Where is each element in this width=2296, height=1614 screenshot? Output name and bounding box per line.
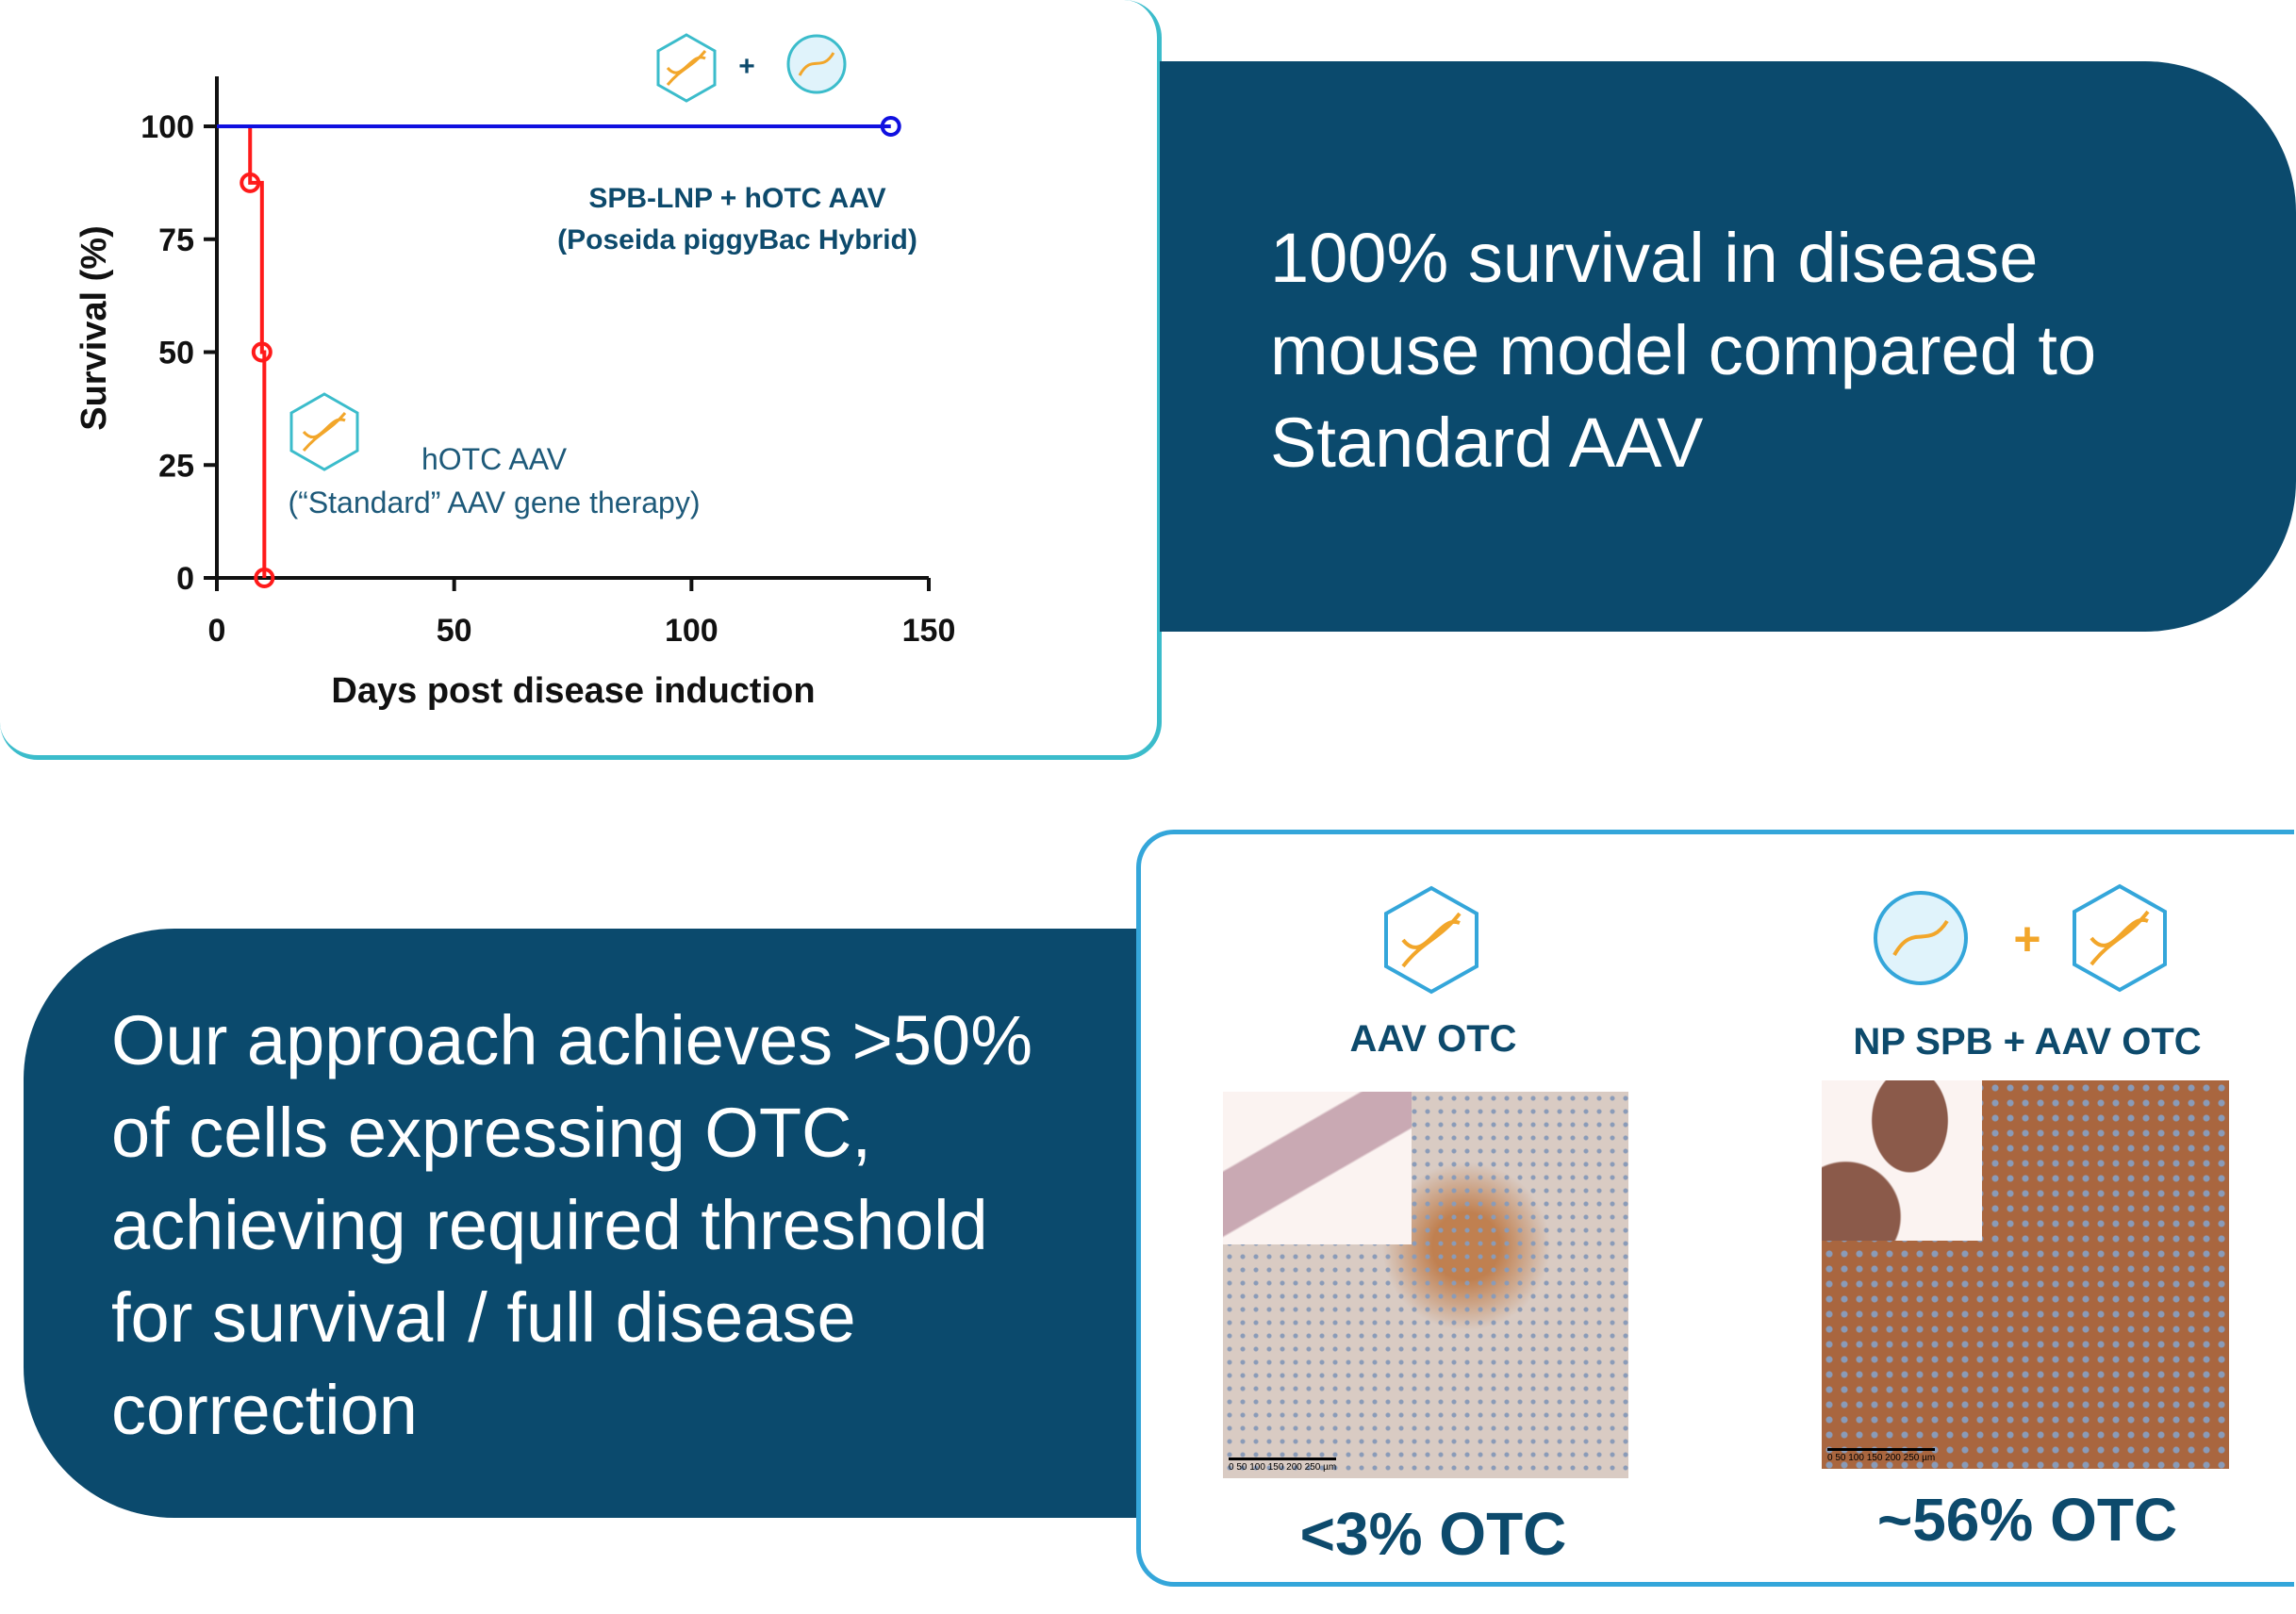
x-axis-label: Days post disease induction xyxy=(331,671,815,711)
right-group-title: NP SPB + AAV OTC xyxy=(1853,1021,2202,1062)
y-tick-label: 50 xyxy=(158,336,194,371)
left-group-title: AAV OTC xyxy=(1349,1018,1517,1060)
histology-inset-np-spb xyxy=(1822,1080,1982,1241)
survival-curve-standard-aav xyxy=(217,124,267,578)
y-tick-label: 100 xyxy=(140,109,194,145)
x-tick-label: 100 xyxy=(665,613,719,649)
right-plus: + xyxy=(2013,913,2040,965)
censor-marker xyxy=(240,172,261,193)
survival-chart: 0 25 50 75 100 0 50 100 150 + SPB-LNP + hOTC AAV… xyxy=(74,33,956,711)
censor-marker xyxy=(254,568,275,588)
x-tick-label: 0 xyxy=(208,613,226,649)
y-tick-label: 75 xyxy=(158,222,194,258)
survival-summary-text: 100% survival in disease mouse model com… xyxy=(1270,219,2097,482)
y-axis-label: Survival (%) xyxy=(74,225,114,431)
histology-card: + AAV OTC NP SPB + AAV OTC 0 50 100 150 … xyxy=(1136,830,2294,1587)
combo-label-line1: SPB-LNP + hOTC AAV xyxy=(588,183,885,214)
right-otc-result: ~56% OTC xyxy=(1876,1486,2178,1554)
censor-marker xyxy=(880,116,901,137)
aav-hexagon-icon xyxy=(289,392,359,471)
standard-label-line2: (“Standard” AAV gene therapy) xyxy=(289,486,701,519)
aav-hexagon-icon xyxy=(656,33,717,103)
standard-label-line1: hOTC AAV xyxy=(421,442,568,476)
combo-plus: + xyxy=(738,51,755,82)
histology-image-np-spb: 0 50 100 150 200 250 µm xyxy=(1822,1080,2229,1469)
censor-marker xyxy=(251,341,273,363)
survival-chart-card: 0 25 50 75 100 0 50 100 150 + SPB-LNP + hOTC AAV… xyxy=(0,0,1162,760)
aav-hexagon-icon xyxy=(2073,883,2167,993)
y-tick-label: 25 xyxy=(158,448,194,484)
otc-summary-text: Our approach achieves >50% of cells expr… xyxy=(111,1001,1032,1449)
otc-summary-panel: Our approach achieves >50% of cells expr… xyxy=(24,929,1141,1518)
x-tick-label: 50 xyxy=(437,613,472,649)
combo-icon-group: + xyxy=(656,33,847,103)
combo-label-line2: (Poseida piggyBac Hybrid) xyxy=(557,224,917,255)
y-tick-label: 0 xyxy=(176,561,194,597)
histology-inset-aav xyxy=(1223,1092,1412,1244)
left-otc-result: <3% OTC xyxy=(1299,1500,1567,1568)
aav-hexagon-icon xyxy=(1384,885,1478,995)
lnp-sphere-icon xyxy=(1874,891,1968,985)
scale-bar: 0 50 100 150 200 250 µm xyxy=(1229,1458,1337,1473)
scale-bar: 0 50 100 150 200 250 µm xyxy=(1827,1448,1936,1463)
histology-image-aav: 0 50 100 150 200 250 µm xyxy=(1223,1092,1628,1478)
x-tick-label: 150 xyxy=(902,613,956,649)
survival-summary-panel: 100% survival in disease mouse model com… xyxy=(1160,61,2296,632)
lnp-sphere-icon xyxy=(786,34,847,94)
